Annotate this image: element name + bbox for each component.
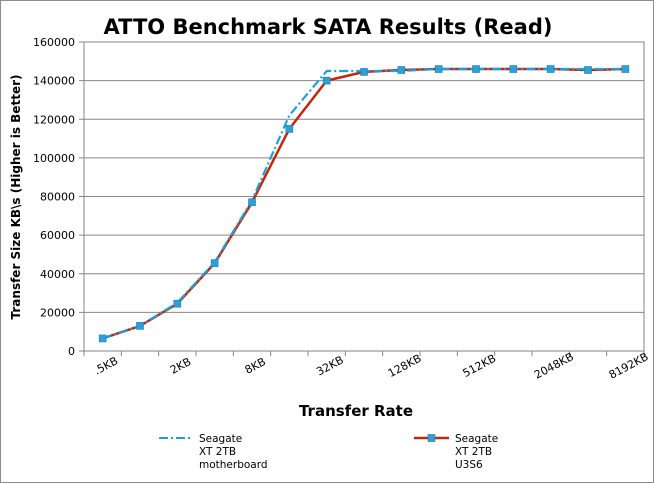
legend-marker-u3s6: [427, 434, 436, 442]
x-tick-label: 2048KB: [532, 350, 576, 382]
x-tick-label: 512KB: [461, 352, 499, 380]
gridlines: [84, 41, 644, 352]
data-point-u3s6: [472, 65, 480, 73]
x-axis-title: Transfer Rate: [299, 402, 413, 420]
chart-title: ATTO Benchmark SATA Results (Read): [104, 15, 553, 39]
data-point-u3s6: [434, 65, 443, 73]
y-axis-title: Transfer Size KB\s (Higher is Better): [9, 75, 23, 320]
series-line-motherboard: [102, 67, 626, 340]
y-tick-label: 120000: [33, 113, 75, 126]
data-point-u3s6: [621, 65, 630, 73]
data-point-u3s6: [210, 259, 219, 267]
y-tick-label: 40000: [40, 268, 75, 281]
data-point-u3s6: [397, 66, 406, 74]
y-tick-label: 140000: [33, 75, 75, 88]
legend-label-motherboard: XT 2TB: [199, 446, 236, 458]
legend-label-motherboard: motherboard: [199, 459, 268, 471]
data-point-u3s6: [546, 65, 555, 73]
legend-label-u3s6: XT 2TB: [455, 446, 492, 458]
x-tick-label: 8192KB: [607, 350, 651, 382]
x-tick-label: 32KB: [314, 353, 346, 378]
x-axis-ticks: .5KB 2KB 8KB 32KB 128KB 512KB 2048KB 8192KB: [83, 350, 651, 382]
x-tick-label: 128KB: [386, 352, 424, 380]
x-tick-label: 8KB: [243, 355, 268, 377]
y-tick-label: 100000: [33, 152, 75, 165]
data-point-u3s6: [584, 66, 592, 74]
data-point-u3s6: [173, 299, 182, 308]
legend-label-u3s6: Seagate: [455, 433, 498, 445]
y-axis-ticks: 0 20000 40000 60000 80000 100000 120000 140000 1…: [33, 36, 84, 358]
legend-label-u3s6: U3S6: [455, 459, 483, 471]
x-tick-label: .5KB: [92, 354, 120, 377]
data-point-u3s6: [248, 198, 256, 207]
x-tick-label: 2KB: [168, 355, 193, 377]
y-tick-label: 0: [68, 345, 75, 358]
series-markers: [98, 65, 630, 343]
y-tick-label: 60000: [40, 229, 75, 242]
series-lines: [102, 67, 626, 340]
y-tick-label: 80000: [40, 191, 75, 204]
y-tick-label: 160000: [33, 36, 75, 49]
data-point-u3s6: [98, 334, 107, 343]
legend-label-motherboard: Seagate: [199, 433, 242, 445]
data-point-u3s6: [136, 322, 144, 330]
data-point-u3s6: [322, 76, 331, 85]
data-point-u3s6: [509, 65, 518, 73]
y-tick-label: 20000: [40, 306, 75, 319]
data-point-u3s6: [285, 125, 294, 133]
data-point-u3s6: [360, 68, 368, 76]
